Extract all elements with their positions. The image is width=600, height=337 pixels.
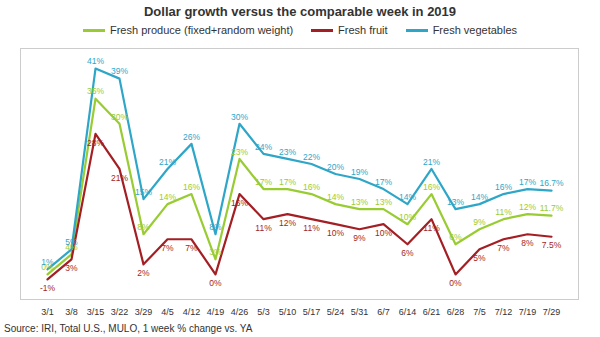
svg-text:5/17: 5/17 bbox=[303, 307, 321, 317]
svg-text:7%: 7% bbox=[497, 243, 510, 253]
svg-text:4/5: 4/5 bbox=[161, 307, 174, 317]
svg-text:41%: 41% bbox=[87, 56, 104, 66]
svg-text:5/3: 5/3 bbox=[257, 307, 270, 317]
svg-text:21%: 21% bbox=[423, 157, 440, 167]
svg-text:-1%: -1% bbox=[40, 283, 56, 293]
svg-text:4/26: 4/26 bbox=[231, 307, 249, 317]
svg-text:11.7%: 11.7% bbox=[540, 203, 564, 213]
svg-text:7.5%: 7.5% bbox=[542, 240, 562, 250]
svg-text:20%: 20% bbox=[327, 162, 344, 172]
svg-text:22%: 22% bbox=[303, 152, 320, 162]
svg-text:7/29: 7/29 bbox=[543, 307, 561, 317]
svg-text:17%: 17% bbox=[255, 177, 272, 187]
svg-text:5/24: 5/24 bbox=[327, 307, 345, 317]
svg-text:4/19: 4/19 bbox=[207, 307, 225, 317]
svg-text:15%: 15% bbox=[135, 187, 152, 197]
svg-text:8%: 8% bbox=[521, 238, 534, 248]
svg-text:6%: 6% bbox=[401, 248, 414, 258]
svg-text:16%: 16% bbox=[303, 182, 320, 192]
svg-text:16%: 16% bbox=[423, 182, 440, 192]
svg-text:16%: 16% bbox=[495, 182, 512, 192]
svg-text:14%: 14% bbox=[327, 192, 344, 202]
svg-text:6%: 6% bbox=[449, 232, 462, 242]
svg-text:16%: 16% bbox=[231, 198, 248, 208]
svg-text:7%: 7% bbox=[161, 243, 174, 253]
svg-text:6/21: 6/21 bbox=[423, 307, 441, 317]
svg-text:23%: 23% bbox=[279, 147, 296, 157]
svg-text:21%: 21% bbox=[111, 173, 128, 183]
svg-text:3/22: 3/22 bbox=[111, 307, 129, 317]
html-text:Fresh vegetables: Fresh vegetables bbox=[432, 24, 517, 36]
svg-text:9%: 9% bbox=[353, 233, 366, 243]
html-text:Source: IRI, Total U.S., MULO,: Source: IRI, Total U.S., MULO, 1 week % … bbox=[4, 323, 253, 334]
svg-text:0%: 0% bbox=[41, 262, 54, 273]
svg-text:11%: 11% bbox=[255, 223, 272, 233]
svg-text:39%: 39% bbox=[111, 66, 128, 76]
svg-text:3/1: 3/1 bbox=[41, 307, 54, 317]
svg-text:9%: 9% bbox=[473, 217, 486, 227]
svg-text:7/19: 7/19 bbox=[519, 307, 537, 317]
svg-text:7/5: 7/5 bbox=[473, 307, 486, 317]
svg-text:24%: 24% bbox=[255, 142, 272, 152]
svg-text:5%: 5% bbox=[65, 237, 78, 247]
svg-text:7%: 7% bbox=[185, 243, 198, 253]
svg-text:6/28: 6/28 bbox=[447, 307, 465, 317]
svg-text:11%: 11% bbox=[423, 223, 440, 233]
svg-text:3/15: 3/15 bbox=[87, 307, 105, 317]
svg-text:1%: 1% bbox=[41, 257, 54, 267]
svg-text:26%: 26% bbox=[183, 132, 200, 142]
svg-text:8%: 8% bbox=[137, 222, 150, 232]
svg-text:12%: 12% bbox=[519, 202, 536, 212]
svg-text:5/10: 5/10 bbox=[279, 307, 297, 317]
svg-text:3%: 3% bbox=[65, 263, 78, 273]
svg-text:11%: 11% bbox=[303, 223, 320, 233]
svg-text:14%: 14% bbox=[159, 192, 176, 202]
svg-text:13%: 13% bbox=[375, 197, 392, 207]
svg-text:13%: 13% bbox=[447, 197, 464, 207]
svg-text:13%: 13% bbox=[351, 197, 368, 207]
svg-text:30%: 30% bbox=[111, 112, 128, 122]
svg-text:4/12: 4/12 bbox=[183, 307, 201, 317]
svg-text:7/12: 7/12 bbox=[495, 307, 513, 317]
html-text:Fresh fruit: Fresh fruit bbox=[338, 24, 388, 36]
svg-text:17%: 17% bbox=[279, 177, 296, 187]
svg-text:3%: 3% bbox=[209, 247, 222, 257]
svg-text:0%: 0% bbox=[449, 278, 462, 288]
svg-text:14%: 14% bbox=[399, 192, 416, 202]
svg-text:19%: 19% bbox=[351, 167, 368, 177]
svg-text:10%: 10% bbox=[375, 228, 392, 238]
svg-text:4%: 4% bbox=[65, 242, 78, 252]
svg-text:16.7%: 16.7% bbox=[539, 178, 564, 188]
svg-text:11%: 11% bbox=[495, 207, 512, 217]
svg-text:35%: 35% bbox=[87, 86, 104, 96]
svg-text:0%: 0% bbox=[209, 278, 222, 288]
svg-text:16%: 16% bbox=[183, 182, 200, 192]
svg-text:23%: 23% bbox=[231, 147, 248, 157]
svg-text:6/7: 6/7 bbox=[377, 307, 390, 317]
svg-text:17%: 17% bbox=[519, 177, 536, 187]
svg-text:3/29: 3/29 bbox=[135, 307, 153, 317]
svg-text:6/14: 6/14 bbox=[399, 307, 417, 317]
html-text:Dollar growth versus the compa: Dollar growth versus the comparable week… bbox=[143, 4, 457, 19]
svg-text:30%: 30% bbox=[231, 112, 248, 122]
svg-text:5/31: 5/31 bbox=[351, 307, 369, 317]
svg-text:10%: 10% bbox=[327, 228, 344, 238]
svg-text:21%: 21% bbox=[159, 157, 176, 167]
svg-text:8%: 8% bbox=[209, 222, 222, 232]
svg-text:5%: 5% bbox=[473, 253, 486, 263]
svg-text:17%: 17% bbox=[375, 177, 392, 187]
svg-text:14%: 14% bbox=[471, 192, 488, 202]
svg-text:3/8: 3/8 bbox=[65, 307, 78, 317]
svg-text:2%: 2% bbox=[137, 268, 150, 278]
svg-text:10%: 10% bbox=[399, 212, 416, 222]
svg-text:28%: 28% bbox=[87, 138, 104, 148]
html-text:Fresh produce (fixed+random we: Fresh produce (fixed+random weight) bbox=[110, 24, 294, 36]
svg-text:12%: 12% bbox=[279, 218, 296, 228]
